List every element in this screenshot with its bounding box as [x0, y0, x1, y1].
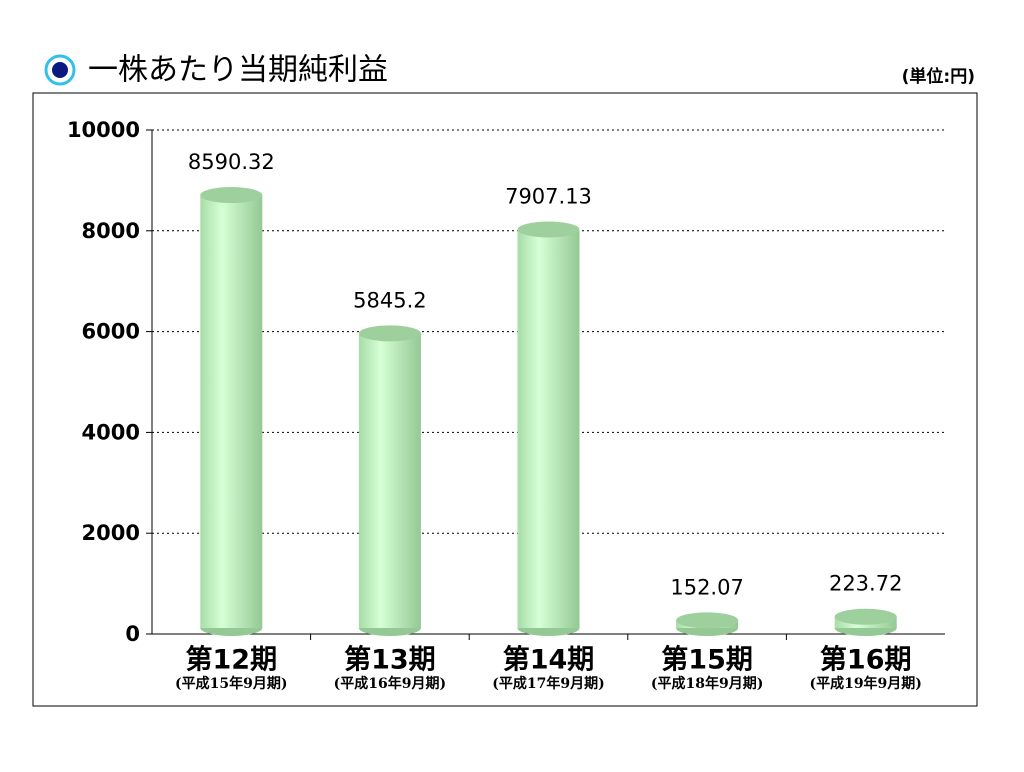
y-tick-label: 4000: [82, 420, 140, 444]
unit-label: (単位:円): [902, 66, 975, 87]
y-tick-label: 2000: [82, 521, 140, 545]
bar: [358, 333, 421, 628]
chart-frame: [32, 92, 978, 707]
chart-title: 一株あたり当期純利益: [88, 53, 388, 88]
y-tick-label: 10000: [67, 118, 140, 142]
x-tick-label: 第16期: [820, 644, 912, 676]
bar-top: [676, 612, 739, 629]
y-tick-label: 6000: [82, 320, 140, 344]
x-tick-sublabel: (平成19年9月期): [809, 675, 921, 692]
bar-top: [517, 221, 580, 238]
value-label: 7907.13: [505, 184, 592, 208]
x-tick-label: 第12期: [186, 644, 278, 676]
x-tick-sublabel: (平成15年9月期): [175, 675, 287, 692]
value-label: 223.72: [829, 572, 902, 596]
value-label: 8590.32: [188, 150, 275, 174]
y-tick-label: 0: [125, 622, 140, 646]
x-tick-sublabel: (平成18年9月期): [651, 675, 763, 692]
x-tick-sublabel: (平成17年9月期): [492, 675, 604, 692]
bar-top: [834, 608, 897, 625]
bar-top: [200, 187, 263, 204]
y-tick-label: 8000: [82, 219, 140, 243]
x-tick-sublabel: (平成16年9月期): [334, 675, 446, 692]
bar: [200, 195, 263, 629]
bar-top: [358, 325, 421, 342]
x-tick-label: 第14期: [503, 644, 595, 676]
value-label: 152.07: [670, 575, 743, 599]
title-icon-dot: [52, 62, 68, 78]
x-tick-label: 第13期: [344, 644, 436, 676]
bar: [517, 229, 580, 628]
value-label: 5845.2: [353, 288, 426, 312]
x-tick-label: 第15期: [661, 644, 753, 676]
